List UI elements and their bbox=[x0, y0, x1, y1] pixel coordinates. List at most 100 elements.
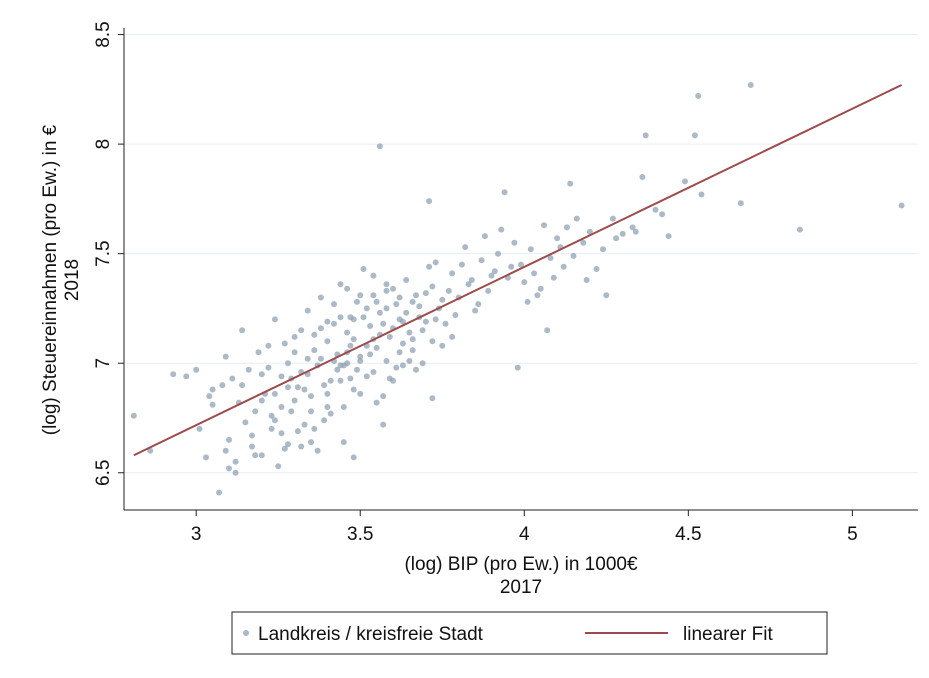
data-point bbox=[291, 397, 298, 404]
data-point bbox=[659, 211, 666, 218]
data-point bbox=[383, 281, 390, 288]
data-point bbox=[498, 226, 505, 233]
data-point bbox=[245, 366, 252, 373]
data-point bbox=[639, 174, 646, 180]
data-point bbox=[429, 338, 436, 345]
data-point bbox=[422, 290, 429, 297]
data-point bbox=[216, 489, 223, 496]
data-point bbox=[442, 320, 449, 327]
data-point bbox=[586, 228, 593, 235]
data-point bbox=[301, 421, 308, 428]
data-point bbox=[226, 436, 232, 443]
data-point bbox=[170, 371, 177, 378]
data-point bbox=[304, 307, 311, 314]
y-tick-label: 7.5 bbox=[93, 240, 114, 266]
data-point bbox=[531, 270, 538, 277]
data-point bbox=[373, 399, 380, 406]
data-point bbox=[249, 432, 255, 439]
data-point bbox=[475, 301, 482, 308]
data-point bbox=[347, 375, 354, 382]
data-point bbox=[390, 377, 396, 384]
x-axis-ticks: 3 3.5 4 4.5 5 bbox=[191, 510, 858, 545]
data-point bbox=[278, 373, 285, 380]
y-tick-label: 8 bbox=[93, 139, 114, 150]
data-point bbox=[258, 397, 265, 404]
data-point bbox=[541, 222, 547, 229]
data-point bbox=[324, 390, 331, 397]
data-point bbox=[357, 353, 364, 360]
data-point bbox=[206, 393, 213, 400]
data-point bbox=[383, 287, 390, 294]
fit-line bbox=[133, 84, 903, 457]
data-point bbox=[393, 364, 400, 371]
data-point bbox=[403, 277, 410, 283]
data-point bbox=[203, 454, 209, 461]
data-point bbox=[544, 327, 551, 334]
data-point bbox=[478, 257, 485, 264]
data-point bbox=[396, 294, 403, 301]
data-point bbox=[501, 189, 508, 196]
data-point bbox=[416, 303, 423, 310]
data-point bbox=[265, 342, 272, 349]
data-point bbox=[603, 292, 610, 299]
data-point bbox=[291, 349, 298, 356]
data-point bbox=[317, 325, 324, 332]
x-axis-title-line2: 2017 bbox=[500, 577, 542, 598]
data-point bbox=[481, 233, 488, 240]
data-point bbox=[390, 285, 396, 292]
data-point bbox=[439, 296, 446, 303]
data-point bbox=[426, 263, 433, 270]
y-tick-label: 7 bbox=[93, 358, 114, 369]
data-point bbox=[268, 412, 275, 419]
data-point bbox=[232, 458, 239, 465]
data-point bbox=[249, 443, 255, 450]
data-point bbox=[298, 327, 305, 334]
data-point bbox=[285, 384, 291, 391]
data-point bbox=[350, 386, 357, 393]
data-point bbox=[222, 353, 229, 360]
data-point bbox=[383, 358, 390, 364]
data-point bbox=[898, 202, 905, 209]
data-point bbox=[747, 82, 754, 88]
data-point bbox=[285, 441, 291, 448]
data-point bbox=[317, 355, 324, 362]
data-point bbox=[580, 239, 587, 246]
data-point bbox=[682, 178, 688, 185]
data-point bbox=[252, 452, 259, 459]
data-point bbox=[357, 390, 364, 397]
data-point bbox=[271, 390, 278, 397]
data-point bbox=[350, 336, 357, 343]
data-point bbox=[357, 292, 364, 299]
data-point bbox=[252, 408, 259, 415]
data-point bbox=[317, 294, 324, 301]
x-tick-label: 4 bbox=[519, 524, 530, 545]
data-point bbox=[452, 312, 459, 318]
data-point bbox=[367, 351, 374, 358]
data-point bbox=[219, 382, 226, 389]
data-point bbox=[229, 375, 236, 382]
data-point bbox=[380, 320, 387, 327]
data-point bbox=[508, 263, 515, 270]
data-point bbox=[350, 454, 357, 461]
data-point bbox=[527, 246, 534, 253]
data-point bbox=[426, 198, 433, 205]
data-point bbox=[327, 377, 334, 384]
data-point bbox=[327, 410, 334, 417]
grid-lines bbox=[124, 34, 918, 474]
data-point bbox=[304, 355, 311, 362]
data-point bbox=[563, 224, 570, 231]
data-point bbox=[285, 360, 291, 367]
data-point bbox=[321, 417, 328, 424]
data-point bbox=[271, 417, 278, 424]
data-point bbox=[298, 443, 305, 450]
data-point bbox=[370, 369, 377, 375]
data-point bbox=[363, 305, 370, 312]
data-point bbox=[196, 425, 203, 432]
data-point bbox=[363, 373, 370, 380]
data-point bbox=[380, 393, 387, 400]
data-point bbox=[340, 362, 347, 369]
data-point bbox=[354, 298, 360, 305]
data-point bbox=[278, 430, 285, 437]
data-point bbox=[409, 347, 416, 354]
